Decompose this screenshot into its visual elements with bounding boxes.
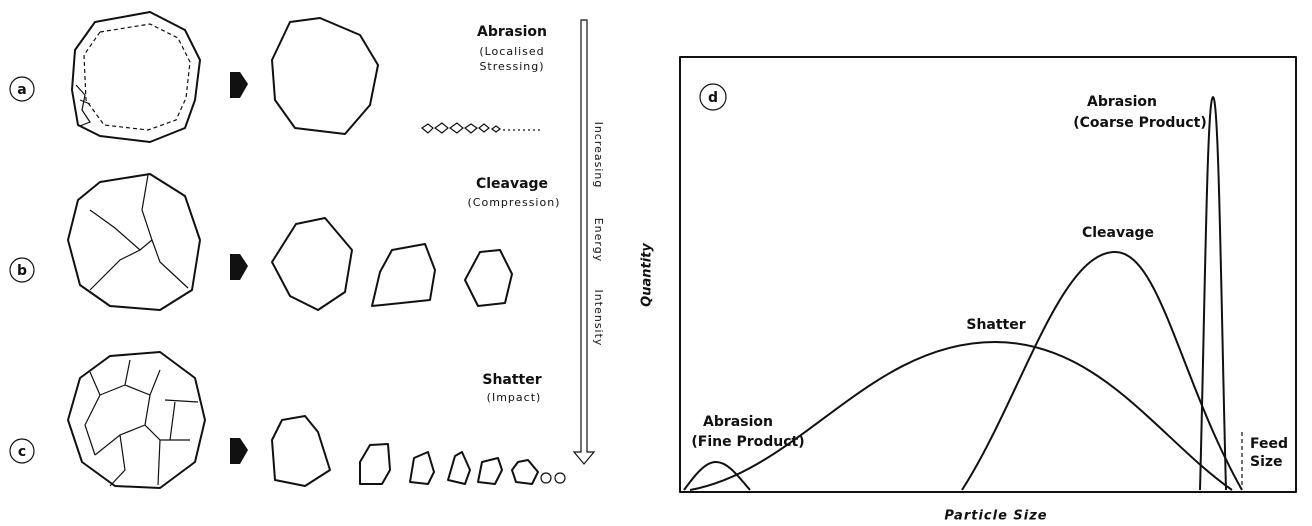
- size-distribution-panel: d Quantity Particle Size Abrasion (Coars…: [640, 57, 1297, 524]
- row-label: a: [17, 82, 26, 98]
- arrow-label: Energy: [592, 218, 605, 263]
- arrow-label: Increasing: [592, 122, 605, 189]
- arrow: [230, 72, 248, 98]
- curve-note: (Fine Product): [691, 434, 804, 450]
- arrow: [230, 438, 248, 464]
- curve-label: Cleavage: [1082, 225, 1154, 241]
- stress-label: (Localised: [479, 45, 544, 58]
- curve-label: Shatter: [966, 317, 1025, 333]
- feed-label: Size: [1250, 454, 1283, 470]
- figure: a b c Abrasion (Localised: [0, 0, 1312, 526]
- cleavage-particles: [68, 174, 512, 310]
- mode-label: Abrasion: [477, 24, 547, 40]
- stress-label: Stressing): [479, 60, 544, 73]
- mode-label: Shatter: [482, 372, 541, 388]
- curve-label: Abrasion: [1087, 94, 1157, 110]
- abrasion-particles: [72, 12, 540, 142]
- arrow: [230, 254, 248, 280]
- row-label: c: [18, 444, 26, 460]
- stress-label: (Compression): [468, 196, 561, 209]
- curve-label: Abrasion: [703, 414, 773, 430]
- energy-arrow: Increasing Energy Intensity: [574, 20, 605, 464]
- y-axis-label: Quantity: [640, 243, 655, 307]
- curve-note: (Coarse Product): [1073, 115, 1207, 131]
- stress-label: (Impact): [487, 391, 542, 404]
- row-markers: a b c: [10, 77, 34, 463]
- mode-label: Cleavage: [476, 176, 548, 192]
- row-label: b: [17, 263, 27, 279]
- fine-abrasion-curve: [684, 462, 750, 490]
- feed-label: Feed: [1250, 436, 1288, 452]
- x-axis-label: Particle Size: [944, 509, 1047, 524]
- panel-label: d: [708, 90, 718, 106]
- arrow-label: Intensity: [592, 290, 605, 347]
